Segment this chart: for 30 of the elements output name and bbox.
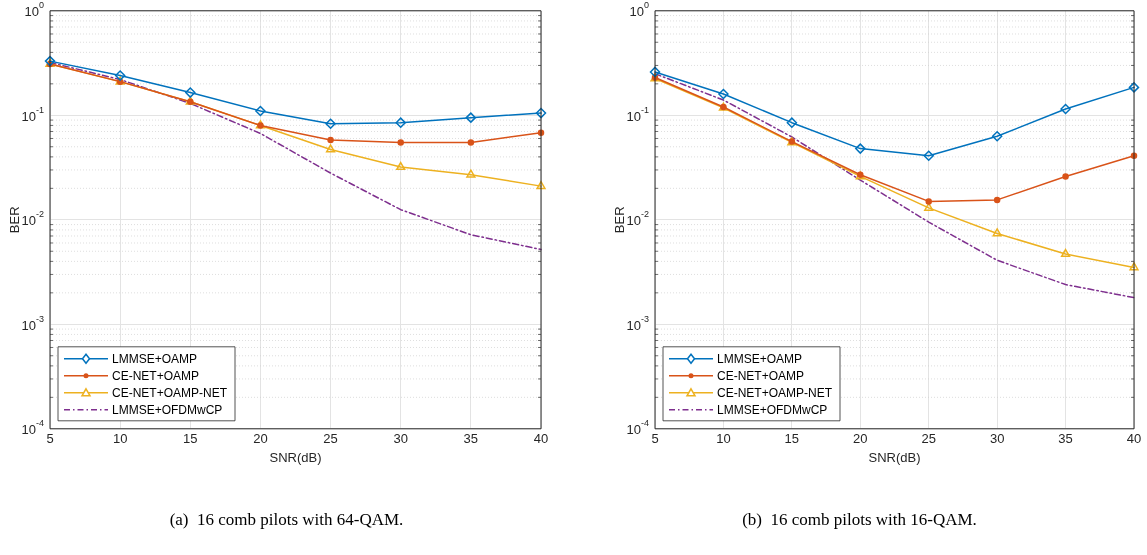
x-tick-label: 20 — [853, 431, 868, 447]
text: (a) 16 comb pilots with 64-QAM. — [168, 510, 405, 530]
legend-label: LMMSE+OFDMwCP — [717, 403, 828, 418]
legend-label: CE-NET+OAMP — [112, 369, 200, 384]
legend-label: CE-NET+OAMP-NET — [112, 386, 228, 401]
x-tick-label: 5 — [46, 431, 54, 447]
x-tick-label: 25 — [921, 431, 936, 447]
x-tick-label: 5 — [651, 431, 659, 447]
x-tick-label: 15 — [784, 431, 800, 447]
y-axis-title: BER — [612, 206, 628, 234]
x-tick-label: 15 — [183, 431, 198, 447]
legend-label: CE-NET+OAMP — [717, 369, 805, 384]
legend-label: LMMSE+OAMP — [112, 352, 198, 367]
x-axis-title: SNR(dB) — [269, 449, 322, 465]
legend-label: CE-NET+OAMP-NET — [717, 386, 833, 401]
x-tick-label: 40 — [1126, 431, 1142, 447]
legend-label: LMMSE+OAMP — [717, 352, 803, 367]
x-tick-label: 20 — [253, 431, 268, 447]
x-tick-label: 10 — [112, 431, 128, 447]
y-axis-title: BER — [7, 206, 23, 234]
x-tick-label: 10 — [716, 431, 731, 447]
x-tick-label: 40 — [533, 431, 549, 447]
text: (b) 16 comb pilots with 16-QAM. — [741, 510, 978, 530]
x-tick-label: 35 — [463, 431, 479, 447]
x-axis-title: SNR(dB) — [868, 449, 921, 465]
x-tick-label: 25 — [323, 431, 338, 447]
x-tick-label: 30 — [989, 431, 1005, 447]
legend-label: LMMSE+OFDMwCP — [112, 403, 223, 418]
x-tick-label: 35 — [1058, 431, 1073, 447]
x-tick-label: 30 — [393, 431, 408, 447]
